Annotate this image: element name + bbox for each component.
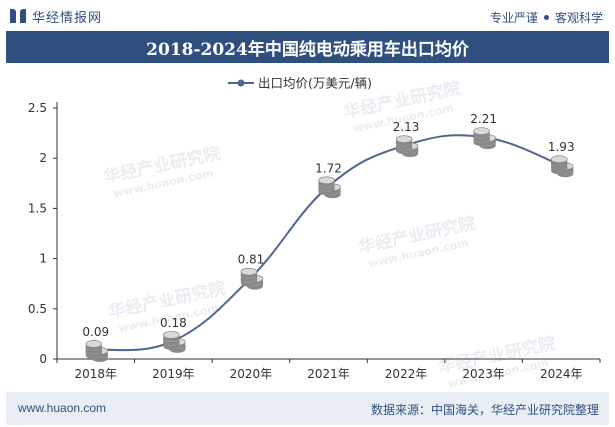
logo-text: 华经情报网 (32, 10, 103, 26)
legend-marker (237, 79, 245, 87)
data-label: 2.13 (393, 120, 420, 134)
data-label: 0.81 (238, 253, 265, 267)
x-tick-label: 2020年 (230, 367, 273, 381)
y-tick-label: 0.5 (28, 302, 47, 316)
coin-face (318, 176, 335, 185)
title-bar: 2018-2024年中国纯电动乘用车出口均价 (6, 31, 609, 63)
footer-site: www.huaon.com (18, 401, 107, 415)
coin-face (473, 127, 490, 135)
coin-face (85, 340, 103, 348)
data-point (163, 331, 186, 353)
tagline-left: 专业严谨 (489, 11, 538, 25)
tagline: 专业严谨 客观科学 (490, 9, 603, 26)
data-point (85, 340, 109, 362)
y-tick-label: 0 (39, 352, 47, 366)
data-point (240, 267, 264, 290)
chart-title: 2018-2024年中国纯电动乘用车出口均价 (146, 39, 469, 60)
data-label: 1.93 (548, 140, 575, 154)
axes: 0 0.5 1 1.5 2 2.5 2018年 2019年 2020年 2021年 2022年 202… (28, 101, 601, 381)
footer: www.huaon.com 数据来源：中国海关，华经产业研究院整理 (6, 392, 609, 425)
data-point (473, 127, 496, 150)
x-tick-label: 2019年 (152, 367, 195, 381)
y-tick-label: 2.5 (28, 101, 47, 115)
data-point (395, 135, 419, 158)
logo: 华经情报网 (10, 7, 103, 26)
logo-icon (10, 8, 26, 24)
data-label: 0.09 (82, 325, 109, 339)
x-tick-label: 2018年 (75, 367, 118, 381)
x-tick-label: 2021年 (307, 367, 350, 381)
x-tick-label: 2023年 (462, 367, 505, 381)
coin-face (550, 155, 568, 164)
coin-face (395, 135, 413, 143)
footer-source: 数据来源：中国海关，华经产业研究院整理 (370, 403, 599, 417)
data-point (318, 176, 341, 199)
coin-face (163, 331, 180, 339)
chart-area: 华经产业研究院 www.huaon.com 华经产业研究院 www.huaon.com… (0, 63, 615, 390)
y-tick-label: 2 (39, 151, 47, 165)
data-label: 1.72 (315, 161, 342, 175)
x-tick-label: 2024年 (540, 367, 583, 381)
legend-label: 出口均价(万美元/辆) (258, 76, 372, 91)
dot-separator (543, 15, 549, 20)
tagline-right: 客观科学 (554, 11, 603, 25)
y-tick-label: 1.5 (28, 201, 47, 215)
data-label: 0.18 (160, 316, 187, 330)
legend: 出口均价(万美元/辆) (228, 76, 372, 91)
series-layer: 0.09 0.18 0.81 1.72 2.13 2.21 1.93 (82, 112, 575, 362)
top-bar: 华经情报网 专业严谨 客观科学 (0, 0, 615, 30)
y-tick-label: 1 (39, 252, 47, 266)
data-point (550, 155, 574, 178)
coin-face (240, 267, 258, 276)
data-label: 2.21 (470, 112, 497, 126)
x-tick-label: 2022年 (385, 367, 428, 381)
